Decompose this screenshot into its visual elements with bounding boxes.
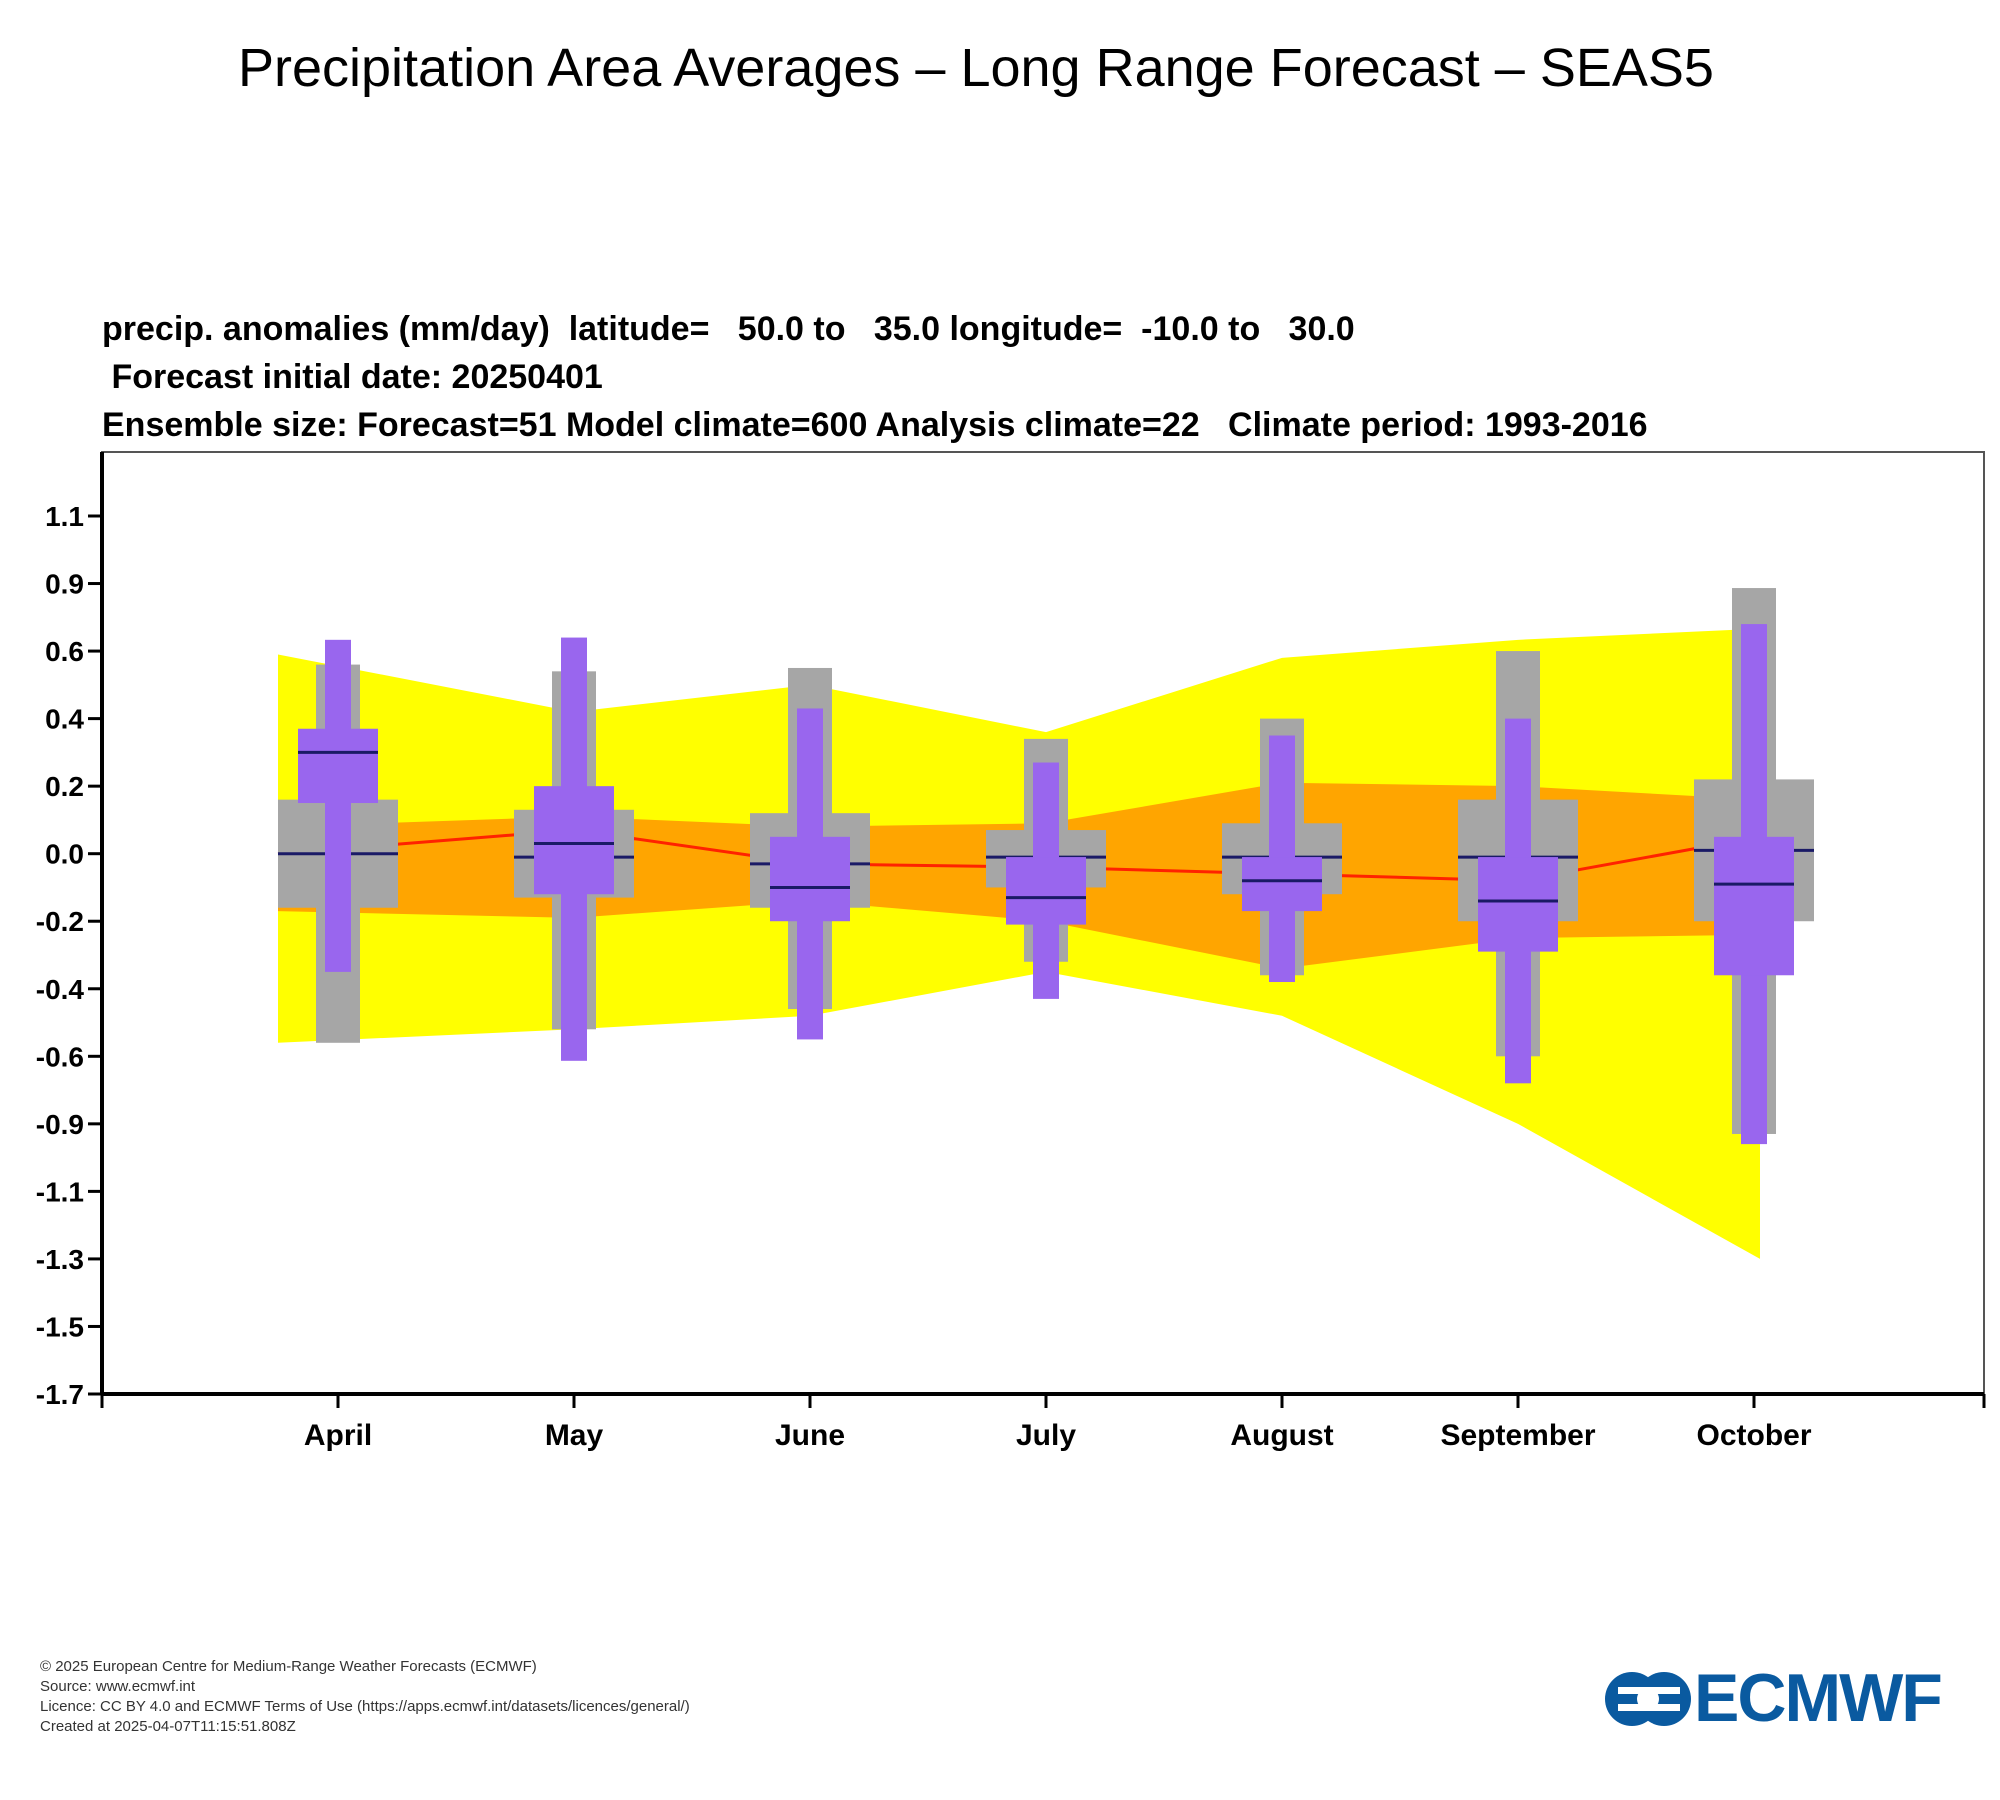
x-tick-label: July [1016,1419,1076,1452]
ecmwf-logo-text: ECMWF [1694,1660,1943,1736]
y-axis: 1.1 0.9 0.6 0.4 0.2 0.0 -0.2 -0.4 -0.6 -0.9 -1.1 -1… [36,501,102,1410]
forecast-august-box [1242,857,1322,912]
x-tick-label: September [1440,1419,1595,1452]
y-tick-label: -1.7 [36,1379,84,1410]
chart-header-line-3: Ensemble size: Forecast=51 Model climate… [102,406,1648,444]
forecast-october-box [1714,836,1794,976]
x-axis: April May June July August September October [100,1394,1986,1452]
chart-header-line-1: precip. anomalies (mm/day) latitude= 50.… [102,310,1355,348]
y-tick-label: -0.4 [36,974,85,1005]
x-tick-label: April [304,1419,372,1452]
plot-area [277,588,1814,1259]
forecast-july-box [1006,857,1086,925]
y-tick-label: -1.5 [36,1311,84,1342]
ecmwf-logo-mark [1605,1672,1691,1726]
y-tick-label: -1.3 [36,1244,84,1275]
forecast-may-box [534,786,614,895]
footer-licence: Licence: CC BY 4.0 and ECMWF Terms of Us… [40,1698,690,1715]
ecmwf-logo: ECMWF [1604,1660,1970,1736]
y-tick-label: -0.6 [36,1041,84,1072]
y-tick-label: -1.1 [36,1176,84,1207]
footer-source: Source: www.ecmwf.int [40,1678,196,1695]
y-tick-label: 0.6 [45,636,84,667]
x-tick-label: May [545,1419,604,1452]
y-tick-label: 0.2 [45,771,84,802]
chart-header-line-2: Forecast initial date: 20250401 [102,358,603,396]
y-tick-label: 1.1 [45,501,84,532]
footer-copyright: © 2025 European Centre for Medium-Range … [40,1658,537,1675]
forecast-april-box [298,728,378,804]
y-tick-label: 0.0 [45,839,84,870]
y-tick-label: 0.4 [45,704,84,735]
x-tick-label: October [1696,1419,1811,1452]
forecast-june-box [770,836,850,922]
page-title: Precipitation Area Averages – Long Range… [238,38,1714,98]
y-tick-label: -0.2 [36,906,84,937]
y-tick-label: -0.9 [36,1109,84,1140]
x-tick-label: August [1230,1419,1333,1452]
footer: © 2025 European Centre for Medium-Range … [40,1657,690,1737]
y-tick-label: 0.9 [45,569,84,600]
forecast-september-box [1478,857,1558,952]
footer-created: Created at 2025-04-07T11:15:51.808Z [40,1718,296,1735]
x-tick-label: June [775,1419,845,1452]
forecast-april-whisker [325,639,351,972]
